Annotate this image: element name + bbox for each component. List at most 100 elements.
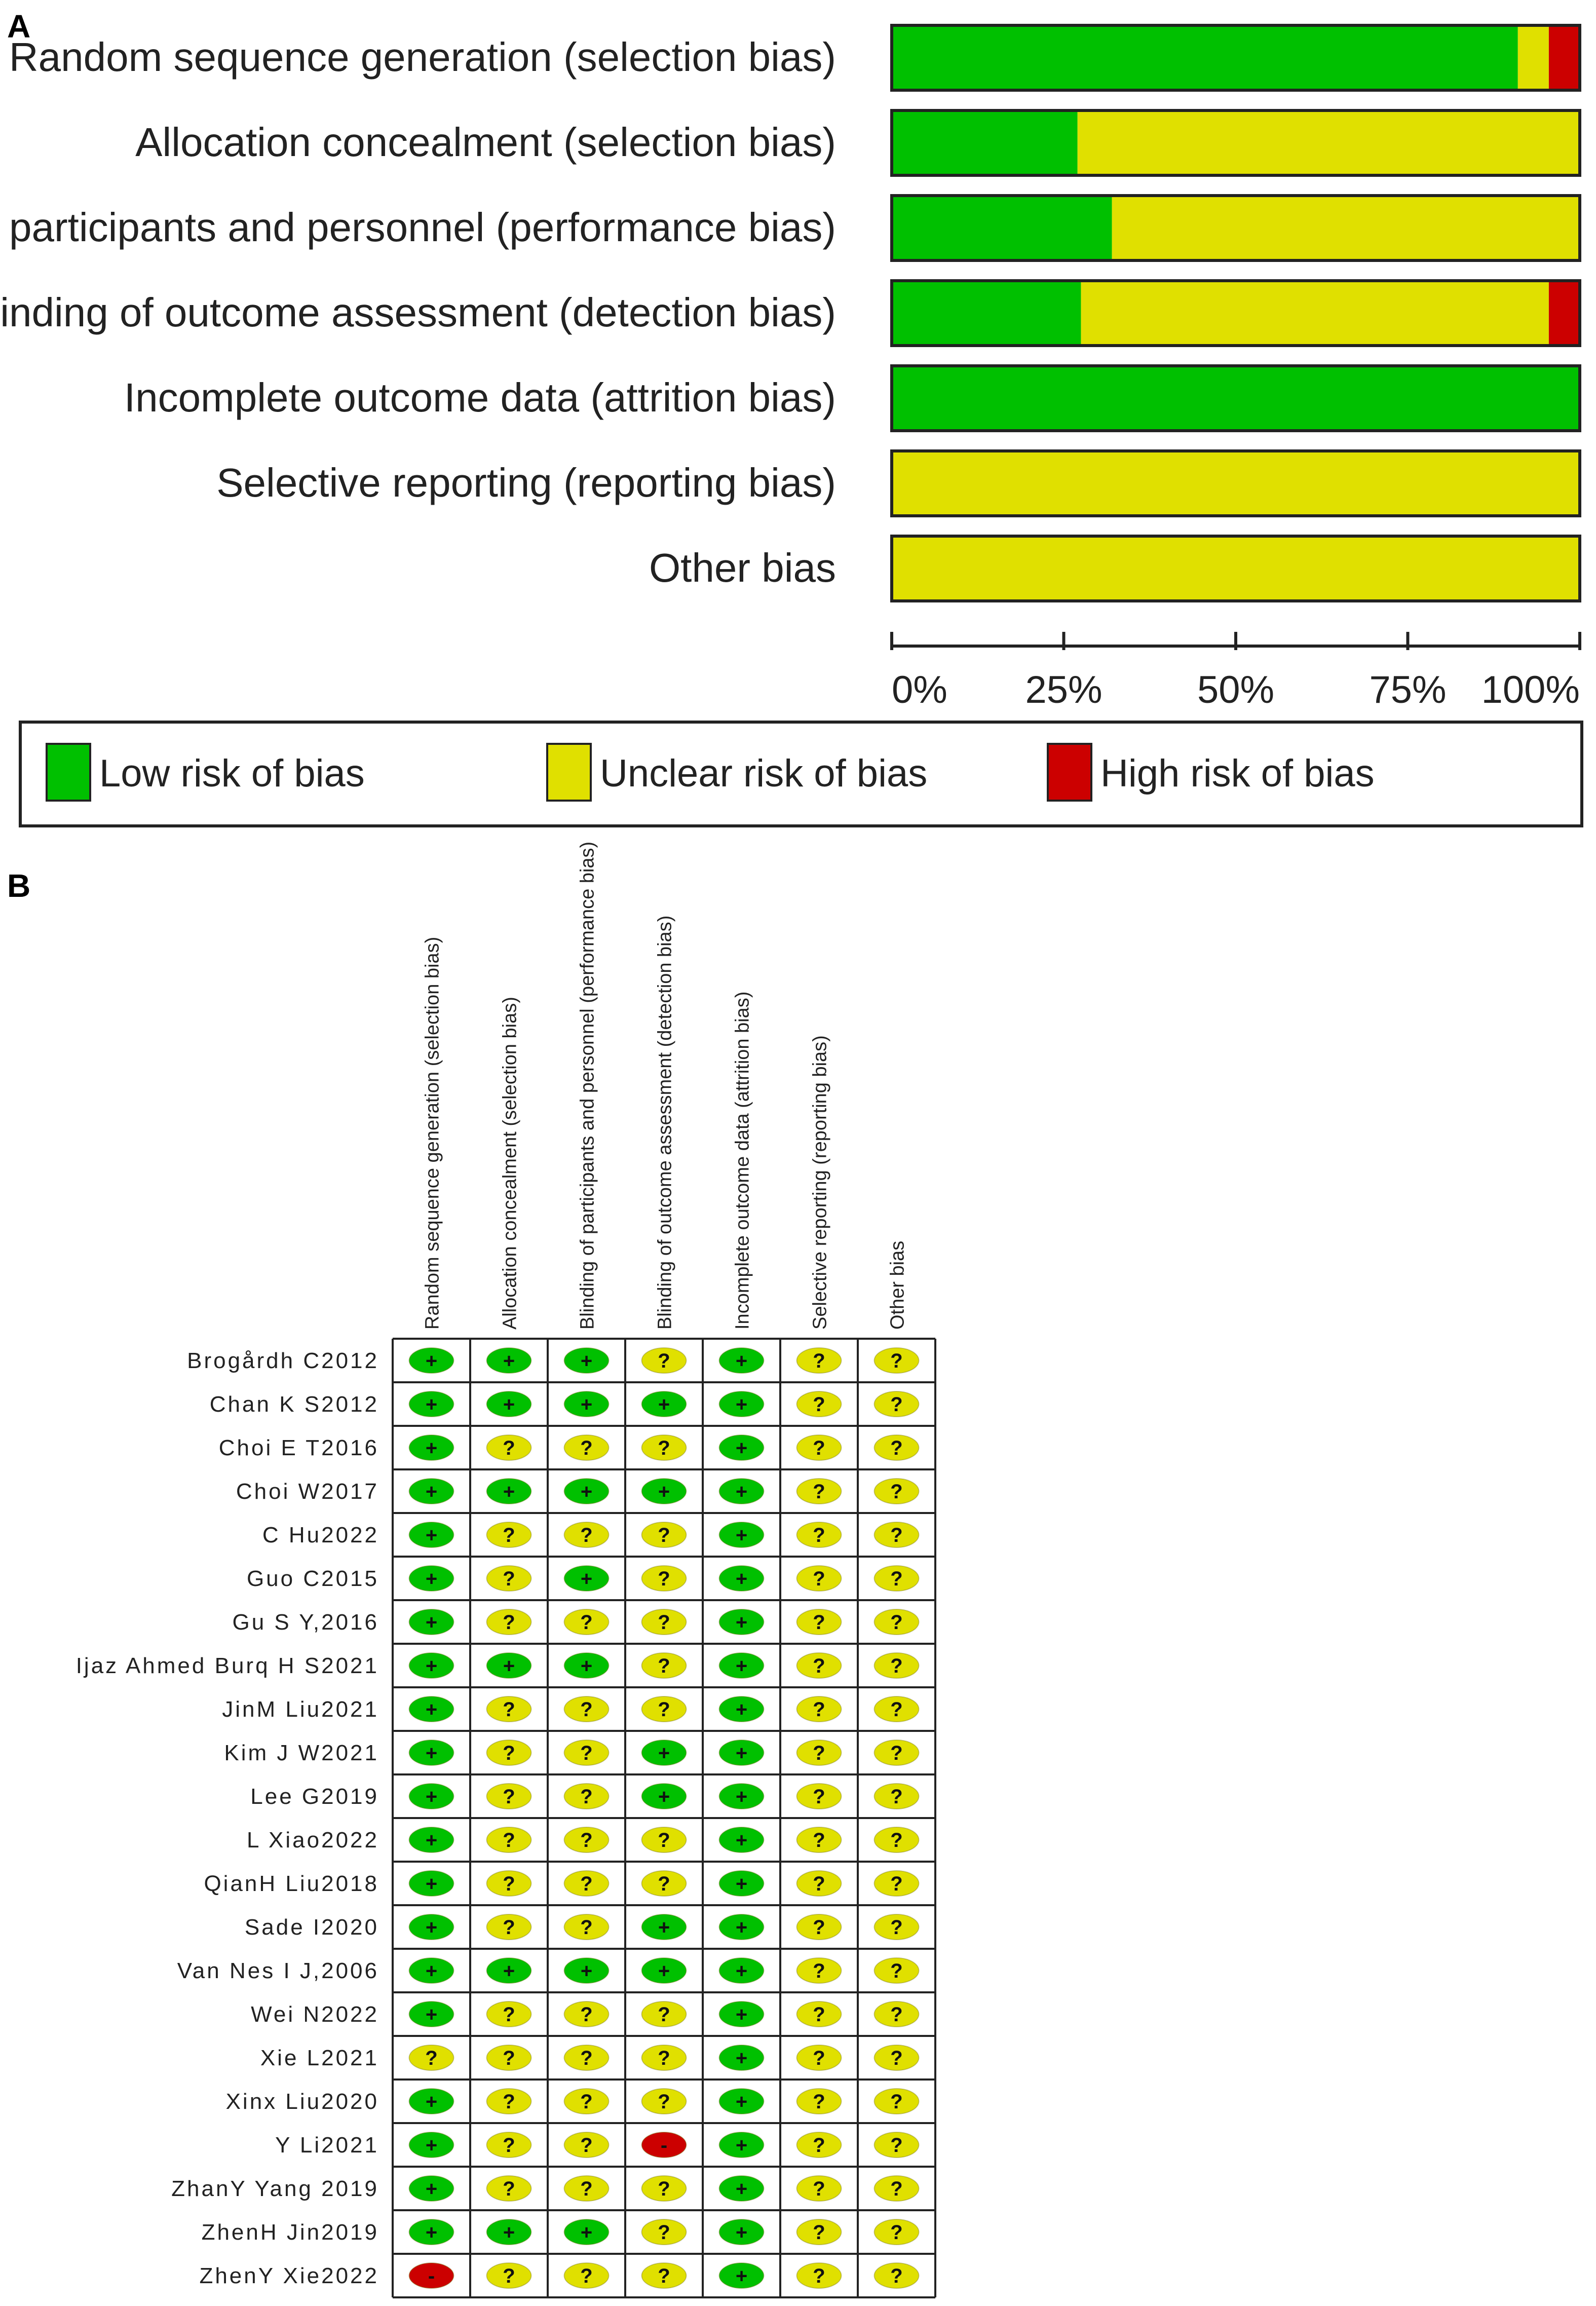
rating-unclear <box>641 2088 687 2114</box>
rating-unclear <box>486 1870 532 1897</box>
rating-symbol: ? <box>813 1393 825 1416</box>
rating-low <box>408 1391 454 1417</box>
rating-symbol: ? <box>580 1524 592 1546</box>
rating-symbol: + <box>736 1873 747 1895</box>
rating-low <box>408 1565 454 1592</box>
rating-unclear <box>873 2001 920 2027</box>
rating-unclear <box>563 1522 610 1548</box>
rating-unclear <box>486 2045 532 2071</box>
rating-unclear <box>796 1914 842 1940</box>
rating-low <box>408 1696 454 1722</box>
rating-symbol: + <box>426 1786 437 1808</box>
rating-unclear <box>873 1347 920 1374</box>
rating-unclear <box>873 1827 920 1853</box>
rating-low <box>641 1914 687 1940</box>
rating-low <box>408 1957 454 1984</box>
bar-outline <box>890 279 1581 347</box>
study-label: Lee G2019 <box>250 1784 379 1809</box>
rating-symbol: ? <box>503 2003 515 2026</box>
rating-unclear <box>796 1434 842 1461</box>
rating-symbol: + <box>581 1481 592 1503</box>
rating-symbol: ? <box>890 1437 902 1459</box>
domain-label: Other bias <box>649 545 836 590</box>
bar-segment-low-risk-of-bias <box>892 110 1078 175</box>
rating-low <box>718 2175 765 2202</box>
rating-low <box>408 1914 454 1940</box>
rating-symbol: ? <box>503 1524 515 1546</box>
rating-unclear <box>796 1783 842 1809</box>
rating-symbol: ? <box>503 1873 515 1895</box>
study-label: Gu S Y,2016 <box>233 1610 379 1635</box>
rating-low <box>408 2175 454 2202</box>
rating-symbol: + <box>426 1568 437 1590</box>
rating-unclear <box>563 2045 610 2071</box>
rating-low <box>408 2132 454 2158</box>
rating-unclear <box>873 1478 920 1504</box>
rating-symbol: ? <box>503 1611 515 1634</box>
study-label: Chan K S2012 <box>210 1392 379 1417</box>
rating-unclear <box>641 1522 687 1548</box>
rating-symbol: + <box>736 1742 747 1764</box>
rating-low <box>718 1783 765 1809</box>
rating-symbol: + <box>658 1393 670 1416</box>
rating-unclear <box>873 2219 920 2245</box>
rating-unclear <box>486 2088 532 2114</box>
rating-symbol: + <box>736 2178 747 2200</box>
domain-label: Incomplete outcome data (attrition bias) <box>124 375 836 420</box>
column-header: Random sequence generation (selection bi… <box>422 937 443 1330</box>
rating-symbol: + <box>503 1350 515 1372</box>
rating-unclear <box>408 2045 454 2071</box>
rating-symbol: ? <box>890 1568 902 1590</box>
rating-low <box>641 1783 687 1809</box>
rating-symbol: ? <box>890 2221 902 2244</box>
rating-unclear <box>563 1870 610 1897</box>
rating-low <box>718 1696 765 1722</box>
rating-unclear <box>796 2001 842 2027</box>
rating-symbol: ? <box>658 1437 670 1459</box>
rating-unclear <box>486 2001 532 2027</box>
rating-unclear <box>486 1609 532 1635</box>
rating-unclear <box>486 1914 532 1940</box>
rating-symbol: + <box>658 1916 670 1939</box>
rating-low <box>408 1609 454 1635</box>
rating-symbol: + <box>736 2134 747 2157</box>
rating-unclear <box>641 1827 687 1853</box>
rating-symbol: + <box>658 1481 670 1503</box>
rating-unclear <box>873 1957 920 1984</box>
x-tick-label: 0% <box>892 668 947 711</box>
rating-low <box>563 2219 610 2245</box>
domain-label: Allocation concealment (selection bias) <box>135 120 836 165</box>
rating-low <box>408 1652 454 1679</box>
rating-symbol: ? <box>658 2265 670 2287</box>
rating-symbol: ? <box>580 1786 592 1808</box>
rating-symbol: ? <box>580 2047 592 2069</box>
rating-low <box>563 1652 610 1679</box>
rating-unclear <box>796 1740 842 1766</box>
rating-unclear <box>563 1609 610 1635</box>
rating-symbol: ? <box>890 2134 902 2157</box>
rating-unclear <box>873 1783 920 1809</box>
rating-unclear <box>873 2175 920 2202</box>
rating-low <box>563 1391 610 1417</box>
rating-symbol: + <box>426 1481 437 1503</box>
rating-symbol: ? <box>658 2003 670 2026</box>
rating-unclear <box>796 2045 842 2071</box>
rating-symbol: ? <box>890 1655 902 1677</box>
rating-symbol: ? <box>890 1611 902 1634</box>
rating-symbol: ? <box>890 2047 902 2069</box>
rating-symbol: + <box>426 2003 437 2026</box>
rating-symbol: + <box>658 1786 670 1808</box>
rating-unclear <box>486 1434 532 1461</box>
rating-symbol: + <box>736 2047 747 2069</box>
rating-symbol: ? <box>890 1916 902 1939</box>
rating-symbol: + <box>658 1742 670 1764</box>
bar-segment-high-risk-of-bias <box>1548 25 1580 90</box>
study-label: Van Nes I J,2006 <box>177 1958 379 1983</box>
rating-low <box>718 1478 765 1504</box>
rating-symbol: + <box>426 1350 437 1372</box>
rating-symbol: ? <box>890 1829 902 1851</box>
rating-symbol: ? <box>813 1742 825 1764</box>
legend-swatch-low-risk-of-bias <box>46 743 91 802</box>
rating-symbol: ? <box>890 1524 902 1546</box>
rating-symbol: ? <box>813 2134 825 2157</box>
